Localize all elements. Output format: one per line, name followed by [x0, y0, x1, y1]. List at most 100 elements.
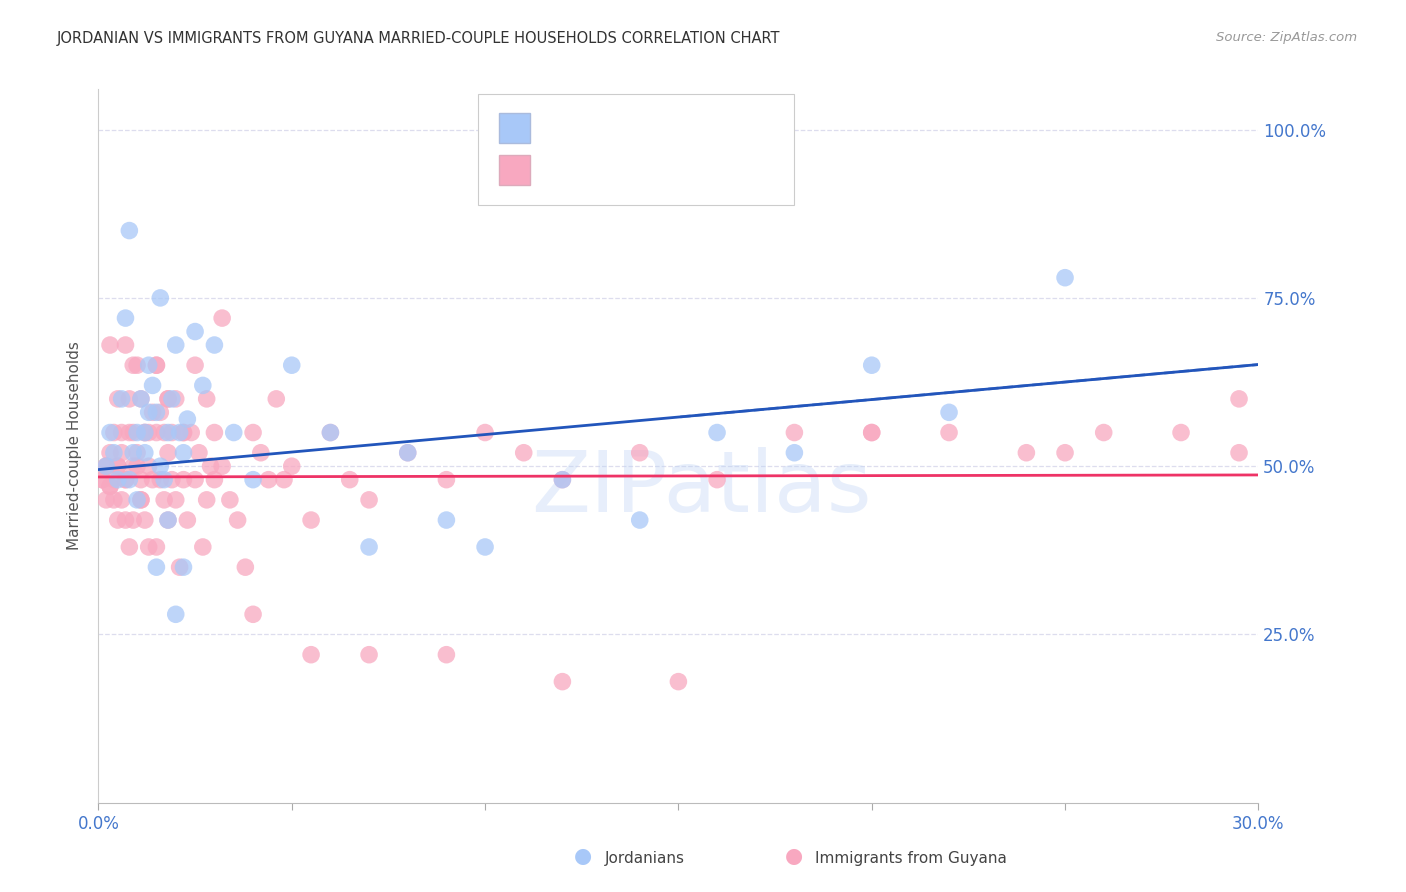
Point	[191, 540, 214, 554]
Point	[165, 392, 187, 406]
Point	[860, 425, 883, 440]
Point	[211, 459, 233, 474]
Point	[551, 473, 574, 487]
Point	[134, 425, 156, 440]
Point	[551, 473, 574, 487]
Point	[134, 446, 156, 460]
Point	[111, 446, 132, 460]
Text: ●: ●	[575, 847, 592, 866]
Y-axis label: Married-couple Households: Married-couple Households	[67, 342, 83, 550]
Text: 49: 49	[679, 119, 702, 136]
Point	[226, 513, 249, 527]
Point	[129, 392, 152, 406]
Point	[114, 473, 136, 487]
Point	[96, 492, 118, 507]
Point	[157, 392, 180, 406]
Point	[114, 311, 136, 326]
Point	[281, 459, 304, 474]
Point	[242, 473, 264, 487]
Point	[172, 473, 194, 487]
Point	[172, 425, 194, 440]
Point	[396, 446, 419, 460]
Point	[153, 492, 176, 507]
Point	[138, 358, 160, 372]
Point	[319, 425, 342, 440]
Point	[107, 513, 129, 527]
Point	[157, 446, 180, 460]
Point	[141, 473, 165, 487]
Point	[1227, 446, 1250, 460]
Point	[200, 459, 222, 474]
Point	[157, 392, 180, 406]
Point	[281, 358, 304, 372]
Point	[165, 338, 187, 352]
Point	[114, 473, 136, 487]
Point	[706, 473, 728, 487]
Point	[204, 473, 226, 487]
Point	[783, 425, 806, 440]
Point	[264, 392, 288, 406]
Point	[938, 405, 960, 419]
Point	[860, 425, 883, 440]
Point	[145, 560, 167, 574]
Point	[242, 425, 264, 440]
Point	[127, 425, 149, 440]
Point	[91, 473, 114, 487]
Point	[474, 425, 496, 440]
Point	[138, 425, 160, 440]
Text: Source: ZipAtlas.com: Source: ZipAtlas.com	[1216, 31, 1357, 45]
Point	[118, 392, 141, 406]
Point	[149, 405, 172, 419]
Point	[169, 560, 191, 574]
Point	[122, 459, 145, 474]
Point	[118, 540, 141, 554]
Point	[1054, 270, 1077, 285]
Point	[134, 513, 156, 527]
Point	[211, 311, 233, 326]
Point	[219, 492, 242, 507]
Point	[107, 459, 129, 474]
Point	[127, 459, 149, 474]
Point	[436, 648, 458, 662]
Point	[172, 560, 194, 574]
Point	[149, 473, 172, 487]
Point	[176, 513, 198, 527]
Point	[98, 479, 121, 493]
Point	[359, 648, 381, 662]
Point	[96, 459, 118, 474]
Point	[299, 513, 322, 527]
Point	[242, 607, 264, 622]
Point	[122, 425, 145, 440]
Text: Jordanians: Jordanians	[605, 851, 685, 865]
Point	[184, 358, 207, 372]
Point	[860, 358, 883, 372]
Point	[273, 473, 295, 487]
Point	[153, 473, 176, 487]
Point	[157, 425, 180, 440]
Point	[172, 425, 194, 440]
Point	[1015, 446, 1038, 460]
Point	[141, 405, 165, 419]
Point	[1054, 446, 1077, 460]
Point	[359, 540, 381, 554]
Point	[145, 358, 167, 372]
Point	[129, 473, 152, 487]
Point	[103, 492, 125, 507]
Point	[96, 459, 118, 474]
Text: ●: ●	[786, 847, 803, 866]
Point	[98, 446, 121, 460]
Point	[129, 492, 152, 507]
Point	[222, 425, 245, 440]
Point	[91, 473, 114, 487]
Point	[107, 459, 129, 474]
Point	[141, 378, 165, 392]
Text: 0.002: 0.002	[583, 161, 634, 178]
Text: R =: R =	[538, 161, 572, 178]
Point	[195, 392, 218, 406]
Point	[145, 540, 167, 554]
Point	[103, 473, 125, 487]
Point	[122, 513, 145, 527]
Point	[160, 425, 183, 440]
Point	[107, 392, 129, 406]
Point	[98, 425, 121, 440]
